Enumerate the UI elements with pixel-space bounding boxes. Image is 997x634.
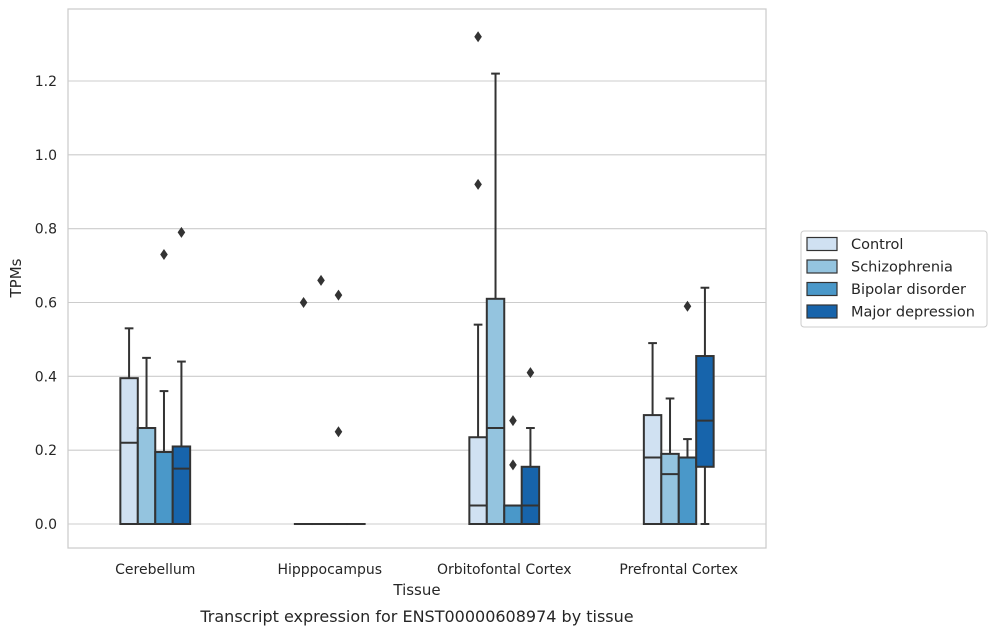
- box-body: [119, 377, 139, 526]
- box-control-4: [642, 342, 663, 526]
- outlier-point: [160, 249, 168, 261]
- box-body: [660, 452, 680, 526]
- box-major-depression-3: [520, 367, 541, 526]
- outlier-point: [683, 300, 692, 312]
- y-tick-label: 1.2: [35, 74, 57, 90]
- y-tick-label: 0.8: [35, 222, 57, 238]
- box-body: [485, 297, 506, 526]
- legend-swatch: [806, 304, 838, 319]
- box-body: [503, 504, 523, 526]
- box-bipolar-disorder-3: [503, 415, 523, 526]
- box-schizophrenia-2: [311, 274, 331, 526]
- y-tick-label: 0.0: [35, 517, 57, 533]
- x-tick-label: Hipppocampus: [277, 562, 382, 578]
- y-axis-label: TPMs: [7, 258, 25, 298]
- x-tick-label: Prefrontal Cortex: [619, 562, 738, 578]
- outlier-point: [334, 289, 343, 301]
- outlier-point: [526, 367, 535, 379]
- box-body: [677, 456, 698, 526]
- outlier-point: [177, 226, 186, 238]
- box-bipolar-disorder-1: [154, 249, 174, 526]
- box-bipolar-disorder-4: [677, 300, 698, 526]
- box-body: [468, 436, 488, 526]
- box-body: [695, 355, 715, 468]
- legend-label: Bipolar disorder: [851, 282, 966, 298]
- legend-swatch: [806, 236, 838, 252]
- box-body: [154, 451, 174, 526]
- box-bipolar-disorder-2: [328, 289, 349, 526]
- box-schizophrenia-4: [660, 397, 680, 526]
- box-control-3: [468, 31, 488, 526]
- outlier-point: [474, 31, 482, 43]
- box-body: [136, 427, 157, 526]
- y-tick-label: 0.2: [35, 443, 57, 459]
- outlier-point: [474, 178, 482, 190]
- outlier-point: [334, 426, 343, 438]
- y-tick-label: 0.6: [35, 295, 57, 311]
- box-schizophrenia-3: [485, 72, 506, 526]
- box-body: [520, 465, 541, 526]
- legend: Control Schizophrenia Bipolar disorder Majo…: [800, 230, 988, 328]
- y-tick-label: 1.0: [35, 148, 57, 164]
- x-tick-label: Orbitofontal Cortex: [437, 562, 572, 578]
- outlier-point: [509, 415, 517, 427]
- x-tick-label: Cerebellum: [115, 562, 195, 578]
- x-axis-label: Tissue: [392, 581, 440, 599]
- outlier-point: [317, 274, 325, 286]
- outlier-point: [509, 459, 517, 471]
- plot-area: [119, 31, 715, 526]
- box-body: [171, 445, 192, 526]
- y-tick-label: 0.4: [35, 369, 57, 385]
- legend-swatch: [806, 259, 838, 274]
- y-axis-ticks: 0.0 0.2 0.4 0.6 0.8 1.0 1.2: [35, 74, 57, 533]
- box-body: [642, 414, 663, 526]
- plot-frame: [67, 8, 767, 549]
- legend-swatch: [806, 281, 838, 297]
- box-control-2: [293, 296, 314, 526]
- x-axis-ticks: Cerebellum Hipppocampus Orbitofontal Corte…: [115, 562, 738, 578]
- box-major-depression-4: [695, 286, 715, 526]
- box-schizophrenia-1: [136, 356, 157, 526]
- box-major-depression-1: [171, 226, 192, 526]
- chart-caption: Transcript expression for ENST0000060897…: [199, 607, 633, 626]
- legend-label: Schizophrenia: [851, 260, 953, 276]
- legend-label: Control: [851, 237, 903, 253]
- outlier-point: [299, 296, 308, 308]
- legend-label: Major depression: [851, 305, 975, 321]
- legend-frame: [800, 230, 988, 328]
- box-control-1: [119, 327, 139, 526]
